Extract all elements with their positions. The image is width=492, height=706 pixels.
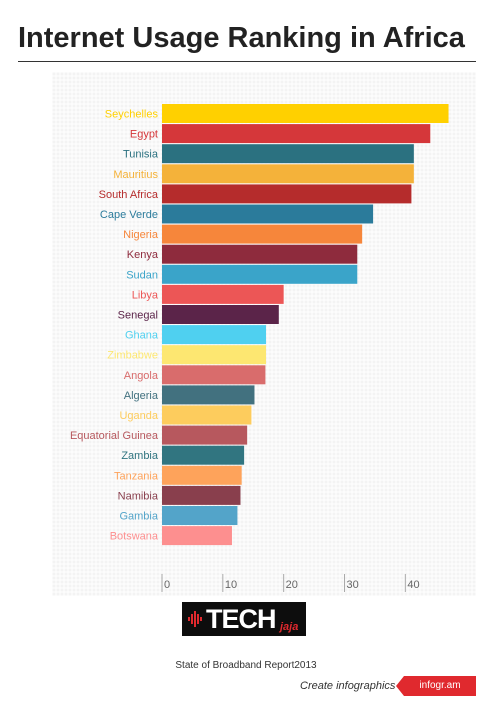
bar-angola[interactable] bbox=[162, 365, 266, 385]
sound-wave-icon bbox=[188, 611, 202, 627]
category-label: Equatorial Guinea bbox=[70, 430, 159, 442]
title-divider bbox=[18, 61, 476, 62]
bar-mauritius[interactable] bbox=[162, 164, 414, 184]
logo-text: TECH bbox=[206, 604, 276, 634]
category-label: Gambia bbox=[119, 511, 158, 523]
bar-uganda[interactable] bbox=[162, 405, 252, 425]
category-label: Egypt bbox=[130, 129, 158, 141]
category-label: Mauritius bbox=[113, 169, 158, 181]
page-title: Internet Usage Ranking in Africa bbox=[18, 22, 465, 54]
bar-botswana[interactable] bbox=[162, 526, 232, 546]
category-label: Zambia bbox=[121, 450, 159, 462]
logo-subtext: jaja bbox=[280, 621, 299, 633]
bar-zimbabwe[interactable] bbox=[162, 345, 267, 365]
create-infographics-link[interactable]: Create infographics bbox=[300, 680, 396, 692]
bar-tanzania[interactable] bbox=[162, 465, 242, 485]
bar-namibia[interactable] bbox=[162, 485, 241, 505]
category-label: Kenya bbox=[127, 249, 159, 261]
x-tick-label: 40 bbox=[407, 579, 419, 591]
category-label: Sudan bbox=[126, 269, 158, 281]
bar-seychelles[interactable] bbox=[162, 104, 449, 123]
category-label: Uganda bbox=[119, 410, 158, 422]
bar-kenya[interactable] bbox=[162, 244, 358, 264]
category-label: Algeria bbox=[124, 390, 159, 402]
bar-senegal[interactable] bbox=[162, 305, 279, 324]
bar-south-africa[interactable] bbox=[162, 184, 412, 204]
category-label: Senegal bbox=[118, 310, 158, 322]
infogram-badge[interactable]: infogr.am bbox=[396, 676, 476, 696]
bar-gambia[interactable] bbox=[162, 506, 238, 525]
category-label: Tunisia bbox=[123, 149, 159, 161]
category-label: Botswana bbox=[110, 531, 159, 543]
bar-zambia[interactable] bbox=[162, 445, 245, 465]
bar-nigeria[interactable] bbox=[162, 224, 363, 244]
x-tick-label: 20 bbox=[286, 579, 298, 591]
source-note: State of Broadband Report2013 bbox=[175, 660, 317, 671]
bar-cape-verde[interactable] bbox=[162, 204, 374, 224]
category-label: Cape Verde bbox=[100, 209, 158, 221]
bar-egypt[interactable] bbox=[162, 124, 431, 144]
bar-libya[interactable] bbox=[162, 284, 284, 304]
category-label: Tanzania bbox=[114, 470, 159, 482]
bar-sudan[interactable] bbox=[162, 264, 358, 284]
category-label: Ghana bbox=[125, 330, 159, 342]
category-label: Seychelles bbox=[105, 109, 159, 121]
x-tick-label: 30 bbox=[347, 579, 359, 591]
bar-algeria[interactable] bbox=[162, 385, 255, 405]
category-label: Namibia bbox=[118, 490, 159, 502]
bar-tunisia[interactable] bbox=[162, 144, 414, 164]
bar-equatorial-guinea[interactable] bbox=[162, 425, 248, 445]
x-tick-label: 10 bbox=[225, 579, 237, 591]
x-tick-label: 0 bbox=[164, 579, 170, 591]
category-label: Nigeria bbox=[123, 229, 159, 241]
category-label: South Africa bbox=[99, 189, 159, 201]
techjaja-logo: TECH jaja bbox=[182, 602, 306, 636]
category-label: Libya bbox=[132, 289, 159, 301]
category-label: Angola bbox=[124, 370, 159, 382]
bar-ghana[interactable] bbox=[162, 325, 267, 345]
category-label: Zimbabwe bbox=[107, 350, 158, 362]
